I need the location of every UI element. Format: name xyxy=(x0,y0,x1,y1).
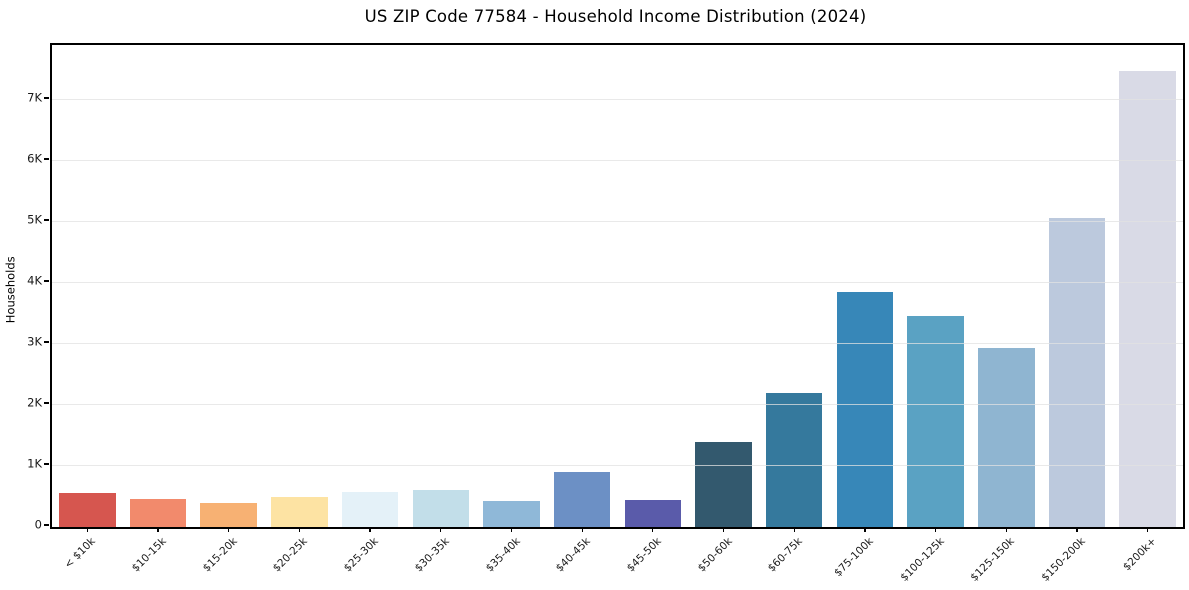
y-tick-mark xyxy=(44,341,49,343)
y-tick-mark xyxy=(44,402,49,404)
x-tick-label-15: $150-200k xyxy=(1039,535,1088,584)
bar-8 xyxy=(553,472,611,527)
bar-3 xyxy=(200,502,257,527)
bar-slot xyxy=(830,45,901,527)
x-tick-mark xyxy=(369,527,371,532)
x-tick-mark xyxy=(298,527,301,532)
y-tick-label-2K: 2K xyxy=(27,395,42,410)
x-tick-label-13: $100-125k xyxy=(897,535,947,584)
x-tick-label-6: $30-35k xyxy=(412,535,452,575)
bar-12 xyxy=(836,291,894,527)
x-tick-mark xyxy=(581,527,583,532)
y-axis-title: Households xyxy=(3,256,18,324)
bar-slot xyxy=(759,45,830,527)
x-tick-label-3: $15-20k xyxy=(200,535,240,575)
x-tick-label-8: $40-45k xyxy=(553,535,593,575)
y-tick-label-3K: 3K xyxy=(27,334,42,349)
bar-9 xyxy=(624,499,682,527)
x-tick-label-5: $25-30k xyxy=(341,535,381,575)
x-tick-mark xyxy=(86,527,88,532)
plot-area xyxy=(50,43,1185,529)
x-tick-mark xyxy=(652,527,654,532)
x-tick-mark xyxy=(722,527,725,532)
x-tick-mark xyxy=(440,527,442,532)
x-tick-mark xyxy=(157,527,159,532)
x-tick-label-7: $35-40k xyxy=(483,535,523,575)
x-tick-label-4: $20-25k xyxy=(271,535,311,575)
bar-4 xyxy=(271,496,328,527)
x-tick-label-14: $125-150k xyxy=(968,535,1018,584)
bar-slot xyxy=(476,45,547,527)
y-tick-label-6K: 6K xyxy=(27,151,42,166)
y-tick-mark xyxy=(44,463,49,465)
bar-slot xyxy=(123,45,194,527)
bar-2 xyxy=(129,498,187,527)
y-tick-label-7K: 7K xyxy=(27,90,42,105)
bar-16 xyxy=(1119,71,1176,527)
x-tick-label-9: $45-50k xyxy=(624,535,664,575)
y-tick-mark xyxy=(44,219,49,221)
x-tick-label-1: < $10k xyxy=(62,535,99,571)
bar-10 xyxy=(695,441,752,527)
bar-slot xyxy=(405,45,476,527)
bar-slot xyxy=(1112,45,1183,527)
y-tick-label-1K: 1K xyxy=(27,456,42,471)
bar-slot xyxy=(971,45,1042,527)
x-tick-mark xyxy=(1147,527,1149,532)
x-tick-label-12: $75-100k xyxy=(831,535,876,580)
chart-title: US ZIP Code 77584 - Household Income Dis… xyxy=(364,7,867,26)
bar-1 xyxy=(59,493,116,527)
bar-15 xyxy=(1048,218,1106,527)
x-tick-label-2: $10-15k xyxy=(129,535,169,575)
x-tick-mark xyxy=(1005,527,1007,532)
bar-series xyxy=(52,45,1183,527)
bar-7 xyxy=(483,500,540,527)
x-tick-mark xyxy=(1076,527,1078,532)
y-tick-label-4K: 4K xyxy=(27,273,42,288)
bar-slot xyxy=(52,45,123,527)
x-tick-mark xyxy=(228,527,230,532)
bar-6 xyxy=(412,489,470,527)
x-tick-mark xyxy=(793,527,795,532)
bar-slot xyxy=(688,45,759,527)
bar-slot xyxy=(264,45,335,527)
bar-slot xyxy=(547,45,618,527)
y-tick-mark xyxy=(44,524,49,526)
x-tick-label-16: $200k+ xyxy=(1120,535,1159,574)
y-tick-mark xyxy=(44,280,49,282)
x-tick-mark xyxy=(934,527,937,532)
bar-5 xyxy=(341,491,399,527)
y-tick-label-5K: 5K xyxy=(27,212,42,227)
bar-11 xyxy=(765,392,823,527)
y-tick-label-0: 0 xyxy=(34,517,42,532)
x-tick-mark xyxy=(864,527,866,532)
x-tick-label-10: $50-60k xyxy=(695,535,735,575)
y-tick-mark xyxy=(44,158,49,160)
y-tick-mark xyxy=(44,97,49,99)
bar-slot xyxy=(1042,45,1113,527)
bar-slot xyxy=(193,45,264,527)
bar-slot xyxy=(618,45,689,527)
bar-slot xyxy=(900,45,971,527)
x-tick-mark xyxy=(510,527,513,532)
bar-slot xyxy=(335,45,406,527)
bar-13 xyxy=(907,315,964,527)
x-tick-label-11: $60-75k xyxy=(765,535,805,575)
bar-14 xyxy=(978,347,1035,527)
